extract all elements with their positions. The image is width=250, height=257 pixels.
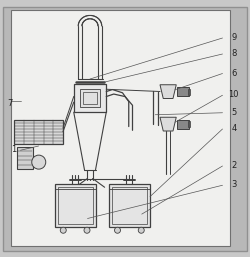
Text: 5: 5 xyxy=(231,108,236,117)
Circle shape xyxy=(60,227,66,233)
Bar xyxy=(83,92,97,104)
Circle shape xyxy=(114,227,120,233)
Text: 9: 9 xyxy=(231,33,236,42)
Bar xyxy=(112,187,147,224)
Text: 3: 3 xyxy=(231,180,236,189)
Bar xyxy=(80,88,100,107)
Circle shape xyxy=(32,155,46,169)
Circle shape xyxy=(138,227,144,233)
Text: 7: 7 xyxy=(7,99,13,108)
Text: 10: 10 xyxy=(228,90,239,99)
Bar xyxy=(188,121,190,127)
Bar xyxy=(177,120,189,128)
Polygon shape xyxy=(160,117,176,131)
Bar xyxy=(74,84,106,112)
Text: 6: 6 xyxy=(231,69,236,78)
Bar xyxy=(109,183,150,227)
Bar xyxy=(17,147,33,169)
Text: 4: 4 xyxy=(231,124,236,133)
Circle shape xyxy=(84,227,90,233)
Text: 2: 2 xyxy=(231,161,236,170)
Polygon shape xyxy=(160,85,176,98)
Text: 1: 1 xyxy=(11,145,16,154)
Bar xyxy=(58,187,93,224)
Bar xyxy=(188,88,190,95)
Bar xyxy=(14,120,63,143)
Bar xyxy=(177,87,189,96)
Bar xyxy=(54,183,96,227)
Text: 8: 8 xyxy=(231,49,236,58)
Bar xyxy=(10,10,230,246)
